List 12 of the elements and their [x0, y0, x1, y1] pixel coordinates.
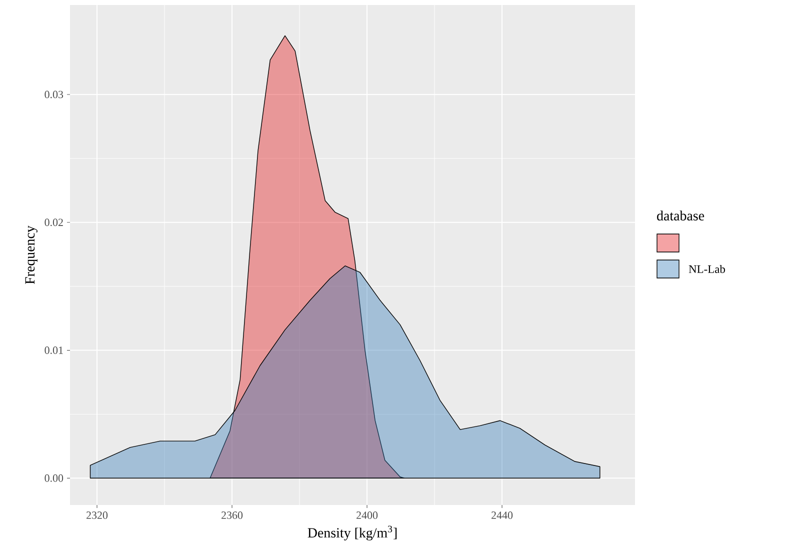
y-tick-label: 0.01 [44, 346, 63, 354]
x-tick-label: 2320 [86, 512, 108, 519]
y-tick-label: 0.02 [44, 218, 63, 226]
x-tick-label: 2440 [492, 512, 513, 519]
x-axis-title: Density [kg/m$^{3}$] [308, 526, 397, 540]
y-tick-label: 0.03 [44, 90, 64, 98]
y-tick-label: 0.00 [44, 474, 64, 482]
x-tick-label: 2360 [222, 512, 243, 519]
y-axis-title: Frequency [25, 226, 38, 284]
legend-title: database [657, 210, 704, 220]
x-tick-label: 2400 [356, 512, 378, 519]
legend-label: NL-Lab [688, 264, 725, 274]
